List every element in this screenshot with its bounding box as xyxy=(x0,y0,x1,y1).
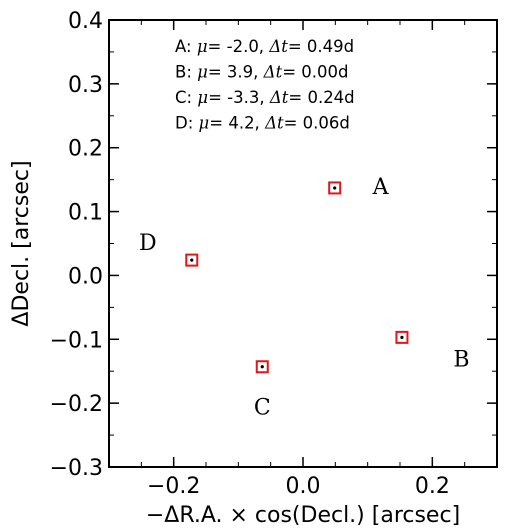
point-center-b xyxy=(400,335,404,339)
point-marker-a xyxy=(328,181,342,195)
legend: A: μ= -2.0, Δt= 0.49d B: μ= 3.9, Δt= 0.00… xyxy=(175,37,355,133)
y-tick-label: −0.2 xyxy=(50,392,103,417)
y-axis-ticks: −0.3 −0.2 −0.1 0.0 0.1 0.2 0.3 0.4 xyxy=(50,9,497,481)
x-tick-label: 0.0 xyxy=(286,474,321,499)
point-marker-b xyxy=(395,330,409,344)
y-tick-label: 0.1 xyxy=(68,201,103,226)
y-tick-label: 0.3 xyxy=(68,73,103,98)
point-center-c xyxy=(260,365,264,369)
y-tick-label: −0.1 xyxy=(50,328,103,353)
x-axis-ticks: −0.2 0.0 0.2 xyxy=(108,20,498,499)
y-tick-label: 0.0 xyxy=(68,264,103,289)
point-label-c: C xyxy=(254,395,271,420)
y-tick-label: 0.2 xyxy=(68,137,103,162)
legend-entry: D: μ= 4.2, Δt= 0.06d xyxy=(175,114,350,133)
x-tick-label: −0.2 xyxy=(147,474,200,499)
x-tick-label: 0.2 xyxy=(415,474,450,499)
x-axis-label: −ΔR.A. × cos(Decl.) [arcsec] xyxy=(146,503,460,528)
legend-entry: C: μ= -3.3, Δt= 0.24d xyxy=(175,88,355,107)
legend-entry: B: μ= 3.9, Δt= 0.00d xyxy=(175,63,349,82)
y-tick-label: −0.3 xyxy=(50,456,103,481)
point-marker-d xyxy=(185,253,199,267)
point-marker-c xyxy=(255,360,269,374)
point-label-d: D xyxy=(139,231,157,256)
plot-area: A B C D xyxy=(139,175,470,420)
y-tick-label: 0.4 xyxy=(68,9,103,34)
point-label-a: A xyxy=(372,175,390,200)
point-label-b: B xyxy=(453,347,469,372)
point-center-a xyxy=(333,186,337,190)
y-axis-label: ΔDecl. [arcsec] xyxy=(9,160,34,326)
legend-entry: A: μ= -2.0, Δt= 0.49d xyxy=(175,37,354,56)
point-center-d xyxy=(190,258,194,262)
